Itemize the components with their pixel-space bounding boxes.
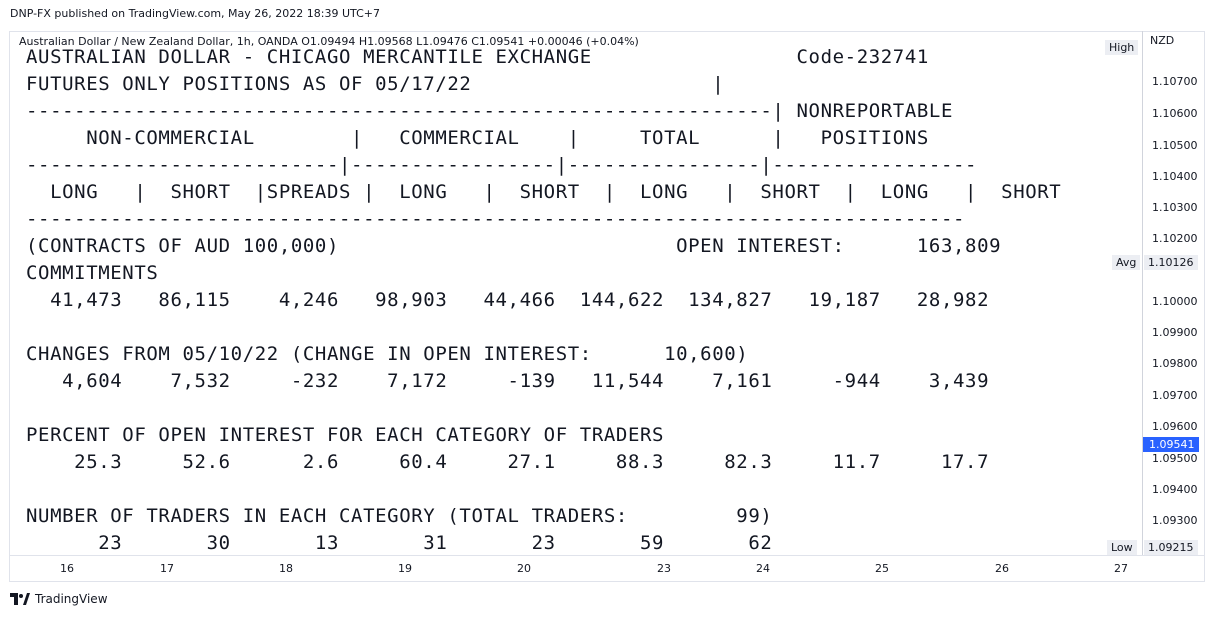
high-tag: High — [1105, 40, 1139, 55]
report-line-title: AUSTRALIAN DOLLAR - CHICAGO MERCANTILE E… — [26, 46, 929, 68]
report-line-traders-label: NUMBER OF TRADERS IN EACH CATEGORY (TOTA… — [26, 505, 773, 527]
price-tick[interactable]: 1.09700 — [1152, 389, 1198, 402]
low-tag: Low — [1107, 540, 1137, 555]
report-line-changes: 4,604 7,532 -232 7,172 -139 11,544 7,161… — [26, 370, 990, 392]
price-tick[interactable]: 1.10500 — [1152, 139, 1198, 152]
time-axis-border — [10, 555, 1204, 556]
price-tick[interactable]: 1.09900 — [1152, 326, 1198, 339]
time-tick[interactable]: 23 — [657, 562, 671, 575]
price-tick[interactable]: 1.09300 — [1152, 514, 1198, 527]
price-tick[interactable]: 1.09400 — [1152, 483, 1198, 496]
price-tick[interactable]: 1.09600 — [1152, 420, 1198, 433]
cftc-report: AUSTRALIAN DOLLAR - CHICAGO MERCANTILE E… — [26, 44, 1136, 554]
time-tick[interactable]: 20 — [517, 562, 531, 575]
price-tick[interactable]: 1.09800 — [1152, 357, 1198, 370]
current-price-badge: 1.09541 — [1143, 437, 1199, 452]
time-tick[interactable]: 16 — [60, 562, 74, 575]
time-tick[interactable]: 26 — [995, 562, 1009, 575]
report-line-rule3: ----------------------------------------… — [26, 208, 966, 230]
low-value: 1.09215 — [1144, 540, 1198, 555]
report-line-rule2: --------------------------|-------------… — [26, 154, 978, 176]
price-axis-border — [1142, 31, 1143, 555]
report-line-commitments-label: COMMITMENTS — [26, 262, 159, 284]
avg-tag: Avg — [1112, 255, 1141, 270]
time-tick[interactable]: 18 — [279, 562, 293, 575]
tradingview-logo[interactable]: TradingView — [10, 592, 108, 606]
avg-value: 1.10126 — [1144, 255, 1198, 270]
price-tick[interactable]: 1.10400 — [1152, 170, 1198, 183]
currency-label[interactable]: NZD — [1150, 34, 1175, 47]
time-tick[interactable]: 24 — [756, 562, 770, 575]
report-line-commitments: 41,473 86,115 4,246 98,903 44,466 144,62… — [26, 289, 990, 311]
report-line-changes-label: CHANGES FROM 05/10/22 (CHANGE IN OPEN IN… — [26, 343, 749, 365]
report-line-rule1: ----------------------------------------… — [26, 100, 953, 122]
price-tick[interactable]: 1.10700 — [1152, 75, 1198, 88]
price-tick[interactable]: 1.10300 — [1152, 201, 1198, 214]
report-line-columns: LONG | SHORT |SPREADS | LONG | SHORT | L… — [26, 181, 1062, 203]
price-tick[interactable]: 1.09500 — [1152, 452, 1198, 465]
time-tick[interactable]: 17 — [160, 562, 174, 575]
tradingview-logo-text: TradingView — [35, 592, 108, 606]
report-line-subtitle: FUTURES ONLY POSITIONS AS OF 05/17/22 | — [26, 73, 725, 95]
symbol-legend[interactable]: Australian Dollar / New Zealand Dollar, … — [19, 35, 639, 48]
report-line-groups: NON-COMMERCIAL | COMMERCIAL | TOTAL | PO… — [26, 127, 929, 149]
report-line-percent-label: PERCENT OF OPEN INTEREST FOR EACH CATEGO… — [26, 424, 665, 446]
report-line-open-interest: (CONTRACTS OF AUD 100,000) OPEN INTEREST… — [26, 235, 1002, 257]
report-line-blank — [26, 314, 1136, 341]
report-line-traders: 23 30 13 31 23 59 62 — [26, 532, 773, 554]
price-tick[interactable]: 1.10000 — [1152, 295, 1198, 308]
publisher-line: DNP-FX published on TradingView.com, May… — [10, 7, 380, 20]
report-line-blank — [26, 395, 1136, 422]
price-tick[interactable]: 1.10600 — [1152, 107, 1198, 120]
report-line-percent: 25.3 52.6 2.6 60.4 27.1 88.3 82.3 11.7 1… — [26, 451, 990, 473]
report-line-blank — [26, 476, 1136, 503]
time-tick[interactable]: 25 — [875, 562, 889, 575]
time-tick[interactable]: 27 — [1114, 562, 1128, 575]
price-tick[interactable]: 1.10200 — [1152, 232, 1198, 245]
time-tick[interactable]: 19 — [398, 562, 412, 575]
tradingview-logo-icon — [10, 593, 30, 605]
chart-frame[interactable] — [9, 31, 1205, 582]
